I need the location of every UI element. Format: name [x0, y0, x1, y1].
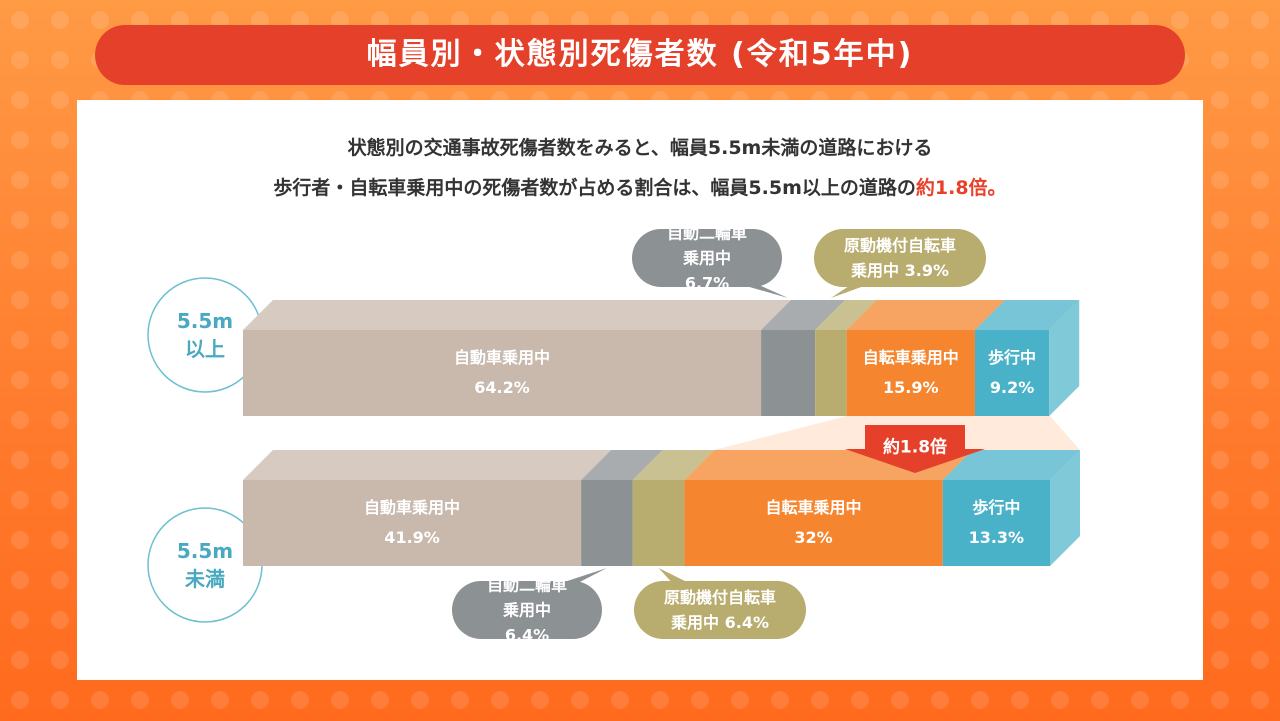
annotation: 約1.8倍: [882, 437, 948, 458]
bar-top-shade: [581, 450, 663, 480]
bar-top-face: [974, 300, 1080, 330]
subtitle: 状態別の交通事故死傷者数をみると、幅員5.5m未満の道路における 歩行者・自転車…: [77, 128, 1203, 208]
bar-top-face: [942, 450, 1080, 480]
series-name: 自動車乗用中: [364, 498, 461, 517]
value-label: 64.2%: [474, 378, 530, 397]
bar: [761, 330, 816, 416]
bar-top-face: [846, 300, 1005, 330]
bar: [974, 330, 1050, 416]
segment-label: 歩行中 9.2%: [988, 343, 1036, 403]
bubble-label: 自動二輪車乗用中 6.4%: [483, 573, 571, 648]
value-label: 41.9%: [384, 528, 440, 547]
series-name: 歩行中: [972, 498, 1021, 517]
bar-top-face: [243, 300, 792, 330]
bubble: [634, 581, 806, 639]
title-pill: [95, 25, 1185, 85]
bar-top-shade: [243, 450, 612, 480]
bar-top-face: [632, 450, 715, 480]
bubble: [632, 229, 782, 287]
series-name: 自動車乗用中: [454, 348, 551, 367]
series-name: 原動機付自転車乗用中: [843, 236, 956, 280]
bubble: [814, 229, 986, 287]
bar-side-shade: [1049, 300, 1080, 416]
series-name: 自動二輪車乗用中: [486, 575, 567, 620]
bar-top-shade: [815, 300, 877, 330]
bar: [243, 480, 582, 566]
value-label: 15.9%: [883, 378, 939, 397]
value-label: 3.9%: [904, 261, 949, 280]
value-label: 6.4%: [504, 625, 550, 645]
segment-label: 自転車乗用中 32%: [766, 493, 862, 553]
segment-label: 自動車乗用中 41.9%: [364, 493, 460, 553]
bar: [684, 480, 943, 566]
bubble-pointer: [732, 282, 789, 298]
bar: [942, 480, 1050, 566]
bar-top-shade: [243, 300, 792, 330]
subtitle-line: 状態別の交通事故死傷者数をみると、幅員5.5m未満の道路における: [347, 137, 933, 159]
bar-top-face: [581, 450, 663, 480]
bar-top-shade: [761, 300, 846, 330]
bar-side-face: [1049, 300, 1080, 416]
subtitle-line: 歩行者・自転車乗用中の死傷者数が占める割合は、幅員5.5m以上の道路の約1.8倍…: [77, 168, 1203, 208]
series-name: 歩行中: [988, 348, 1037, 367]
subtitle-line: 歩行者・自転車乗用中の死傷者数が占める割合は、幅員5.5m以上の道路の: [273, 177, 916, 199]
segment-label: 歩行中 13.3%: [969, 493, 1025, 553]
category-label: 5.5m未満: [176, 539, 234, 591]
series-name: 自動二輪車乗用中: [666, 223, 747, 268]
bubble-label: 自動二輪車乗用中 6.7%: [663, 221, 751, 296]
value-label: 13.3%: [968, 528, 1025, 547]
bubble-label: 原動機付自転車乗用中 3.9%: [840, 233, 960, 283]
category-label: 5.5m以上: [176, 309, 234, 361]
bar-top-shade: [942, 450, 1080, 480]
bubble-label: 原動機付自転車乗用中 6.4%: [660, 585, 780, 635]
bar: [581, 480, 633, 566]
value-label: 32%: [794, 528, 833, 547]
value-label: 6.4%: [724, 613, 769, 632]
bar: [632, 480, 685, 566]
bar-top-shade: [632, 450, 715, 480]
bar: [243, 330, 762, 416]
series-name: 自転車乗用中: [862, 348, 959, 367]
bar-top-face: [243, 450, 612, 480]
chart-title: 幅員別・状態別死傷者数 (令和5年中): [366, 37, 914, 72]
subtitle-highlight: 約1.8倍。: [915, 177, 1007, 199]
bar-top-shade: [846, 300, 1005, 330]
bar-side-face: [1050, 450, 1080, 566]
value-label: 9.2%: [989, 378, 1035, 397]
segment-label: 自動車乗用中 64.2%: [454, 343, 550, 403]
segment-label: 自転車乗用中 15.9%: [863, 343, 959, 403]
value-label: 6.7%: [684, 273, 730, 293]
series-name: 自転車乗用中: [765, 498, 862, 517]
bar: [846, 330, 975, 416]
annotation-arrow: [845, 425, 985, 473]
series-name: 原動機付自転車乗用中: [663, 588, 776, 632]
bar-top-shade: [974, 300, 1080, 330]
bubble: [452, 581, 602, 639]
bar-top-face: [761, 300, 846, 330]
bar-top-face: [815, 300, 877, 330]
bar-side-shade: [1050, 450, 1080, 566]
bar: [815, 330, 847, 416]
